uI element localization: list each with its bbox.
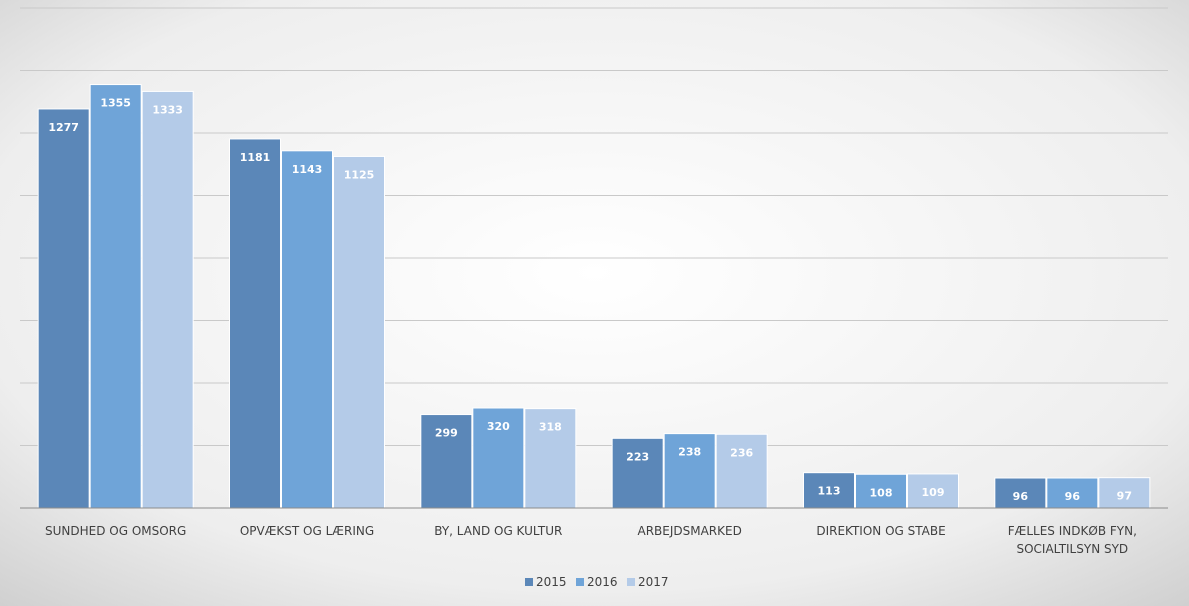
- bar-2017: [524, 408, 577, 509]
- data-label: 97: [1117, 490, 1132, 503]
- data-label: 223: [626, 450, 649, 463]
- bar-2017: [141, 90, 194, 509]
- data-label: 1355: [100, 97, 131, 110]
- bar-2015: [611, 437, 664, 509]
- bar-2015: [803, 472, 855, 509]
- data-label: 1143: [292, 163, 323, 176]
- gridlines: [20, 7, 1168, 446]
- bars-group: 1277 1181 299 223 113 96 1355 1143 320 238 108 96 13…: [37, 84, 1151, 509]
- bar-2015: [229, 138, 281, 509]
- category-label: SUNDHED OG OMSORG: [45, 524, 186, 538]
- bar-2016: [472, 407, 525, 509]
- category-label: OPVÆKST OG LÆRING: [240, 524, 374, 538]
- bar-2016: [281, 150, 333, 509]
- bar-2017: [715, 433, 768, 509]
- data-label: 320: [487, 420, 510, 433]
- bar-2016: [89, 84, 142, 509]
- data-label: 108: [870, 486, 893, 499]
- data-label: 1333: [152, 103, 183, 116]
- data-label: 299: [435, 427, 458, 440]
- bar-2017: [1098, 477, 1151, 509]
- legend-label: 2015: [536, 575, 567, 589]
- legend-swatch: [627, 578, 635, 586]
- bar-2016: [663, 433, 716, 509]
- bar-2016: [855, 473, 907, 509]
- legend-label: 2017: [638, 575, 669, 589]
- bar-2017: [907, 473, 959, 509]
- bar-2017: [333, 155, 385, 509]
- data-label: 318: [539, 421, 562, 434]
- data-label: 1277: [48, 121, 79, 134]
- data-label: 113: [818, 485, 841, 498]
- data-label: 1181: [240, 151, 271, 164]
- bar-2015: [37, 108, 90, 509]
- data-label: 238: [678, 446, 701, 459]
- legend-swatch: [525, 578, 533, 586]
- data-label: 236: [730, 446, 753, 459]
- data-label: 1125: [344, 168, 375, 181]
- category-labels: SUNDHED OG OMSORG OPVÆKST OG LÆRING BY, LA…: [45, 524, 1137, 556]
- category-label: FÆLLES INDKØB FYN,: [1008, 524, 1137, 538]
- legend-label: 2016: [587, 575, 618, 589]
- legend: 2015 2016 2017: [525, 575, 669, 589]
- data-label: 109: [922, 486, 945, 499]
- bar-2015: [420, 414, 473, 509]
- category-label: SOCIALTILSYN SYD: [1016, 542, 1128, 556]
- category-label: BY, LAND OG KULTUR: [434, 524, 562, 538]
- bar-2016: [1046, 477, 1099, 509]
- category-label: DIREKTION OG STABE: [816, 524, 945, 538]
- data-label: 96: [1013, 490, 1029, 503]
- category-label: ARBEJDSMARKED: [637, 524, 741, 538]
- legend-swatch: [576, 578, 584, 586]
- data-label: 96: [1065, 490, 1081, 503]
